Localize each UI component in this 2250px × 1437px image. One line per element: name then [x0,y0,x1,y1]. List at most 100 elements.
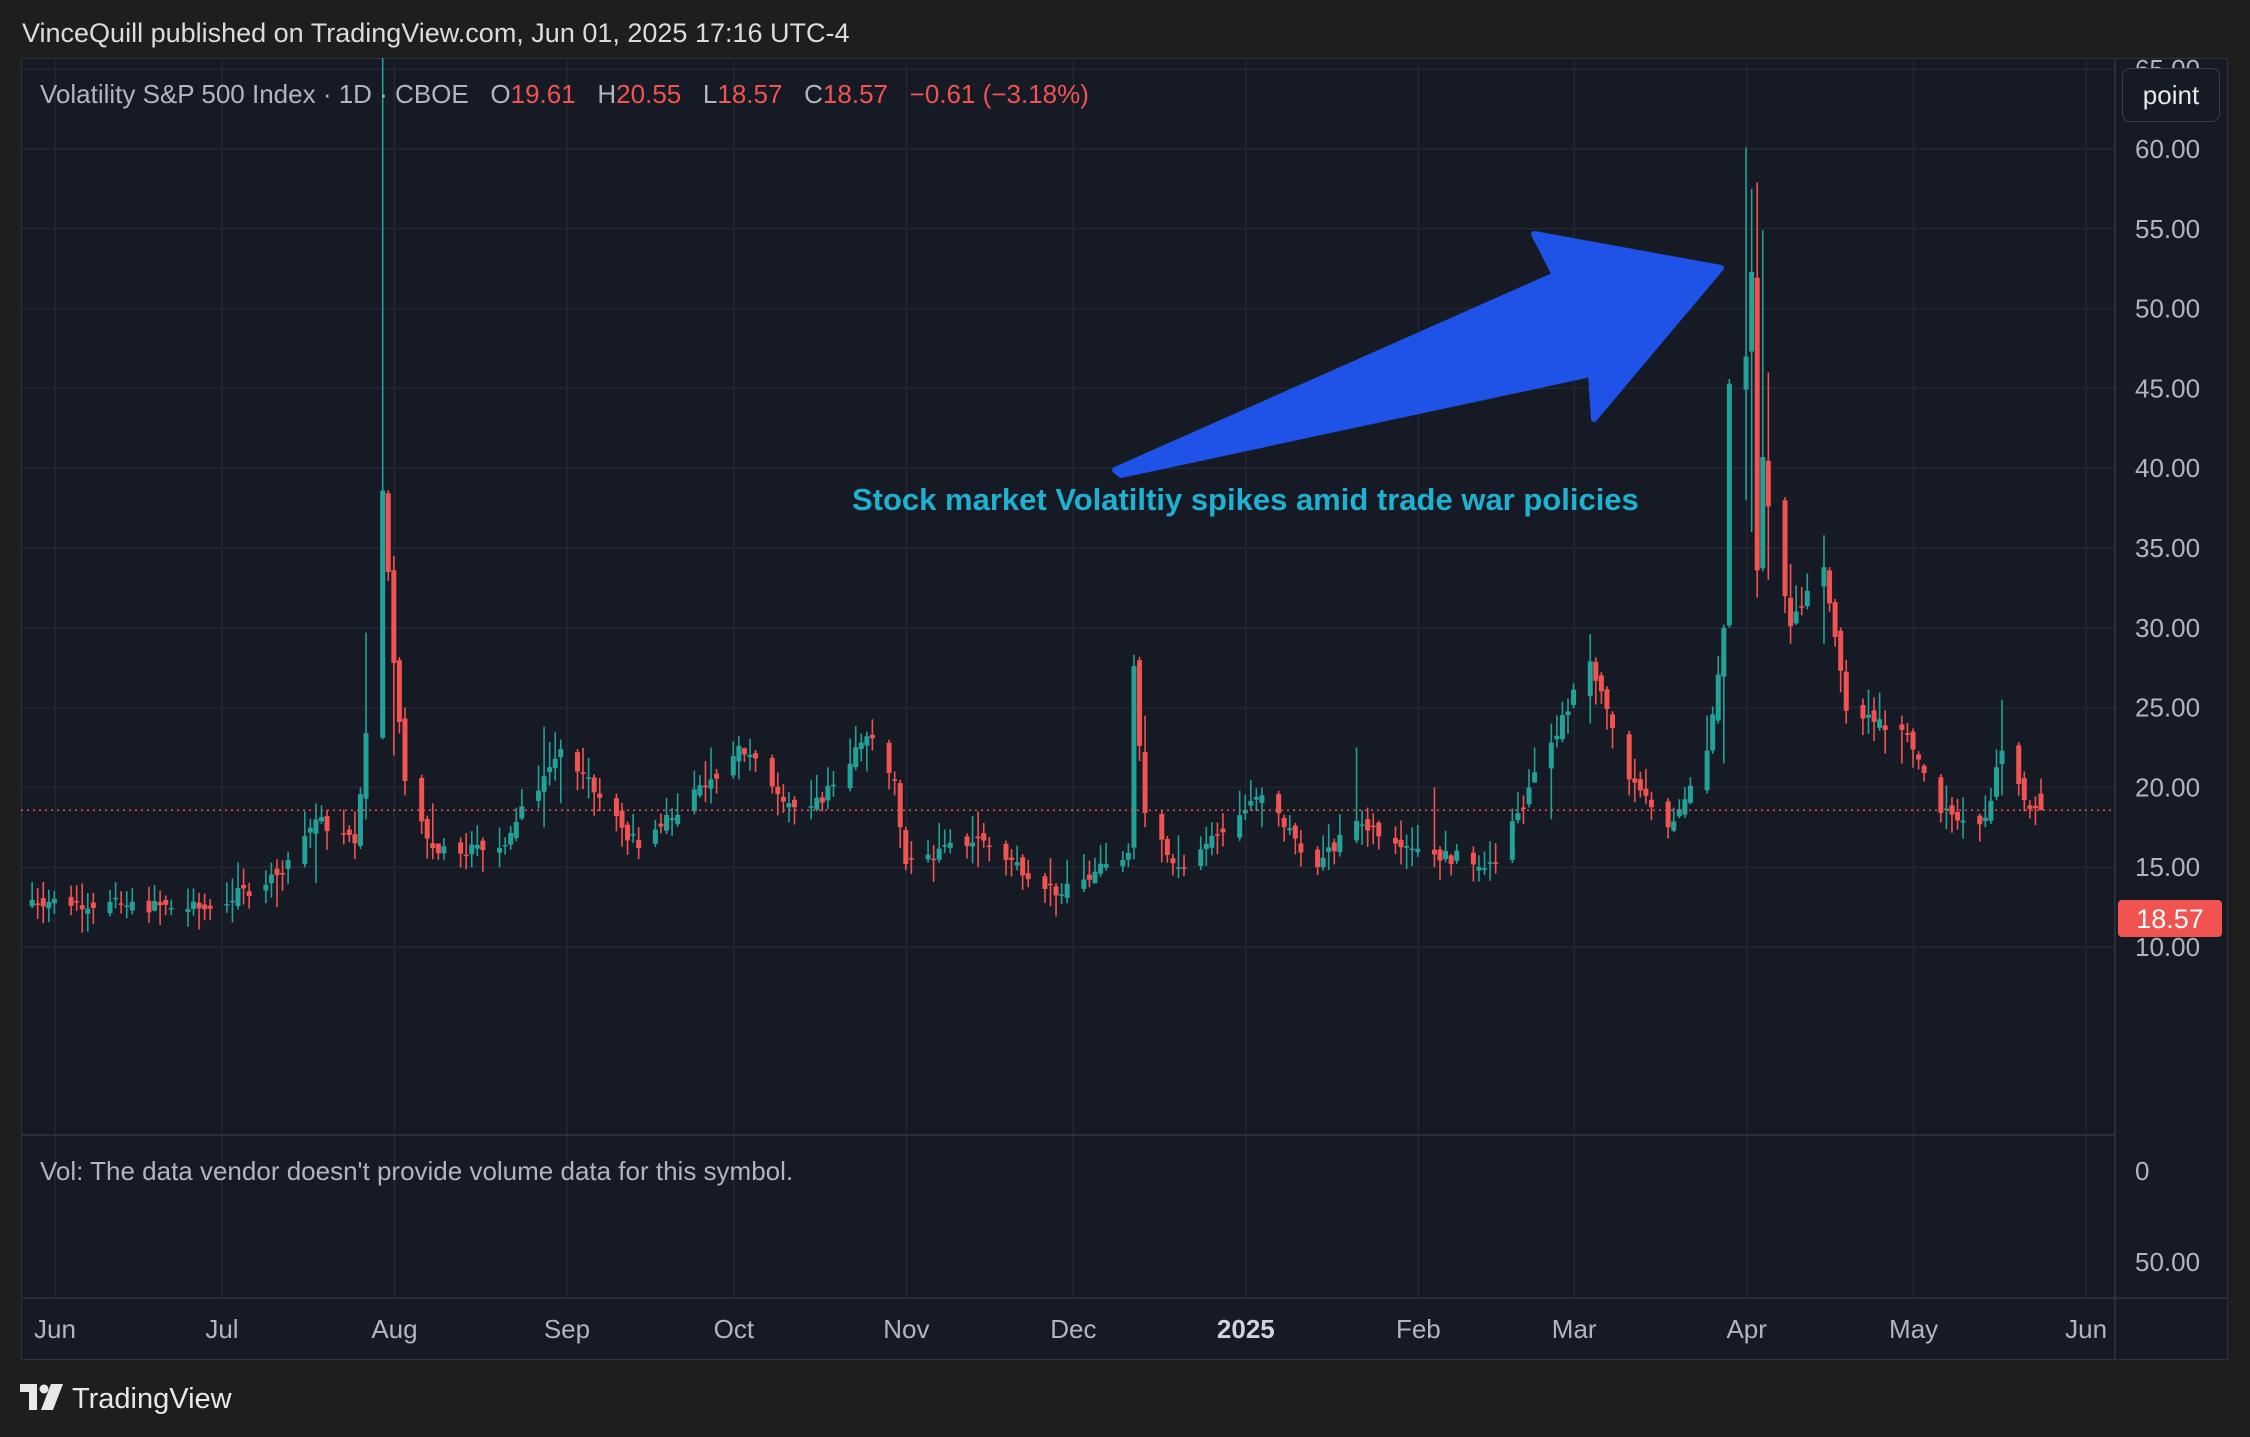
candle [2016,742,2022,796]
publisher-line: VinceQuill published on TradingView.com,… [22,18,850,48]
candle [1899,715,1905,764]
candle [747,738,753,771]
candle-body [1587,661,1593,696]
candle [897,779,903,849]
candle [1993,749,1999,801]
candle-body [441,846,447,854]
annotation-text[interactable]: Stock market Volatiltiy spikes amid trad… [852,482,1639,517]
open-value: 19.61 [510,79,576,109]
candle-body [775,786,781,795]
candle-body [113,897,119,900]
candle [1159,810,1165,863]
candle-body [1409,848,1415,851]
candle [730,741,736,779]
candle [1710,706,1716,754]
candle [185,888,191,927]
symbol-title[interactable]: Volatility S&P 500 Index · 1D · CBOE [40,79,469,109]
candle-body [1448,855,1454,864]
candle [224,882,230,913]
candle-body [1904,733,1910,735]
candle [1571,683,1577,709]
candle-body [1548,742,1554,769]
candle-body [391,570,397,663]
tradingview-brand[interactable]: TradingView [72,1383,232,1415]
grid-lines [21,58,2115,1298]
candle [574,749,580,791]
candle-body [1320,857,1326,868]
time-axis[interactable]: Jun Jul Aug Sep Oct Nov Dec 2025 Feb Mar Apr May Jun [34,1314,2107,1344]
candle-body [463,854,469,857]
candle [1593,657,1599,705]
candle-body [1443,850,1449,860]
candle [1754,182,1760,598]
candle [1131,654,1137,860]
candle-body [1137,660,1143,746]
price-tick-label: 25.00 [2135,693,2200,723]
candle-body [1882,725,1888,731]
candle-body [1793,611,1799,624]
price-chart[interactable]: 65.0060.0055.0050.0045.0040.0035.0030.00… [21,58,2228,1360]
candle-body [207,905,213,909]
last-price-value: 18.57 [2136,904,2204,934]
tradingview-logo-icon[interactable] [20,1384,64,1410]
candle-body [513,821,519,839]
candle-body [1865,714,1871,718]
candle [1999,699,2005,796]
candle-body [1337,834,1343,853]
candle-body [791,799,797,808]
candle [964,833,970,859]
candle-body [652,829,658,844]
candle [1988,788,1994,824]
candle [1554,715,1560,748]
candle-body [157,901,163,906]
candle [1904,722,1910,743]
candle [1682,787,1688,818]
candle [1726,378,1732,628]
candle [847,738,853,792]
candle [552,732,558,781]
candle-body [1454,850,1460,861]
candle-body [1843,671,1849,711]
point-button[interactable]: point [2122,68,2220,122]
candle [1804,573,1810,610]
candle [2021,771,2027,812]
candle [157,890,163,926]
candle-body [1916,754,1922,760]
candle-body [1604,689,1610,710]
candle-body [747,754,753,758]
candle-body [847,763,853,789]
candle [246,882,252,909]
time-tick-label: Jul [205,1314,238,1344]
price-axis[interactable]: 65.0060.0055.0050.0045.0040.0035.0030.00… [2135,58,2200,962]
candle [380,58,386,740]
candle-body [947,842,953,848]
candle [285,851,291,884]
candle-body [1370,825,1376,828]
candle [1782,497,1788,614]
candle [2038,778,2044,811]
candle [430,803,436,860]
candle-body [385,493,391,572]
candle-body [664,815,670,831]
candle [986,836,992,862]
candle [40,881,46,924]
candle-body [396,660,402,723]
candle-body [268,874,274,884]
candle-body [1025,873,1031,880]
candle-body [908,858,914,860]
candle-body [1571,689,1577,706]
candle [947,829,953,854]
price-tick-label: 20.00 [2135,772,2200,802]
candle-body [1476,866,1482,871]
candle [1259,787,1265,828]
candle [1626,731,1632,796]
candle-body [152,901,158,911]
candle-body [814,797,820,810]
candle [652,819,658,847]
candle [808,780,814,820]
annotation-arrow[interactable] [1112,231,1724,478]
high-value: 20.55 [616,79,682,109]
candle-body [2027,805,2033,809]
candle-body [864,736,870,746]
candle-body [1949,805,1955,815]
